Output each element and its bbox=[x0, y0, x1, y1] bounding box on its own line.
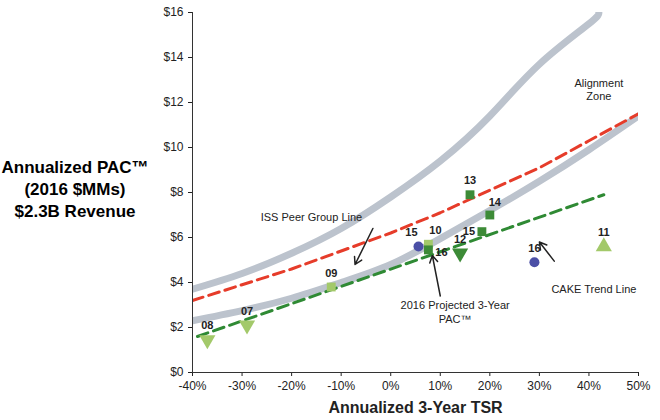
svg-text:12: 12 bbox=[454, 232, 467, 245]
svg-text:AlignmentZone: AlignmentZone bbox=[574, 77, 623, 102]
svg-text:15: 15 bbox=[463, 225, 475, 237]
svg-text:-30%: -30% bbox=[228, 379, 256, 393]
svg-text:$2: $2 bbox=[170, 320, 184, 334]
svg-text:40%: 40% bbox=[577, 379, 601, 393]
html-text:Annualized PAC™: Annualized PAC™ bbox=[1, 158, 149, 177]
svg-text:$4: $4 bbox=[170, 275, 184, 289]
svg-text:15: 15 bbox=[405, 226, 417, 238]
html-text:(2016 $MMs): (2016 $MMs) bbox=[24, 180, 126, 199]
svg-text:$0: $0 bbox=[170, 365, 184, 379]
svg-text:09: 09 bbox=[325, 267, 337, 279]
svg-text:13: 13 bbox=[464, 174, 476, 186]
svg-text:$16: $16 bbox=[163, 5, 183, 19]
svg-text:2016 Projected 3-YearPAC™: 2016 Projected 3-YearPAC™ bbox=[401, 299, 510, 324]
svg-text:50%: 50% bbox=[626, 379, 650, 393]
svg-text:20%: 20% bbox=[478, 379, 502, 393]
svg-text:10%: 10% bbox=[428, 379, 452, 393]
svg-text:14: 14 bbox=[489, 196, 502, 208]
svg-text:-20%: -20% bbox=[278, 379, 306, 393]
svg-text:ISS Peer Group Line: ISS Peer Group Line bbox=[261, 211, 363, 223]
svg-text:$14: $14 bbox=[163, 50, 183, 64]
svg-text:Annualized 3-Year TSR: Annualized 3-Year TSR bbox=[328, 399, 503, 416]
svg-text:CAKE Trend Line: CAKE Trend Line bbox=[551, 283, 636, 295]
svg-text:30%: 30% bbox=[527, 379, 551, 393]
svg-text:0%: 0% bbox=[382, 379, 400, 393]
svg-text:$8: $8 bbox=[170, 185, 184, 199]
svg-text:10: 10 bbox=[429, 224, 441, 236]
html-text:$2.3B Revenue: $2.3B Revenue bbox=[14, 202, 136, 221]
svg-text:07: 07 bbox=[241, 305, 253, 317]
svg-text:16: 16 bbox=[528, 242, 540, 254]
svg-text:-10%: -10% bbox=[327, 379, 355, 393]
svg-text:$10: $10 bbox=[163, 140, 183, 154]
svg-text:16: 16 bbox=[435, 246, 447, 258]
svg-text:$6: $6 bbox=[170, 230, 184, 244]
svg-text:11: 11 bbox=[598, 226, 610, 238]
svg-text:08: 08 bbox=[201, 319, 213, 331]
svg-text:$12: $12 bbox=[163, 95, 183, 109]
svg-text:-40%: -40% bbox=[178, 379, 206, 393]
